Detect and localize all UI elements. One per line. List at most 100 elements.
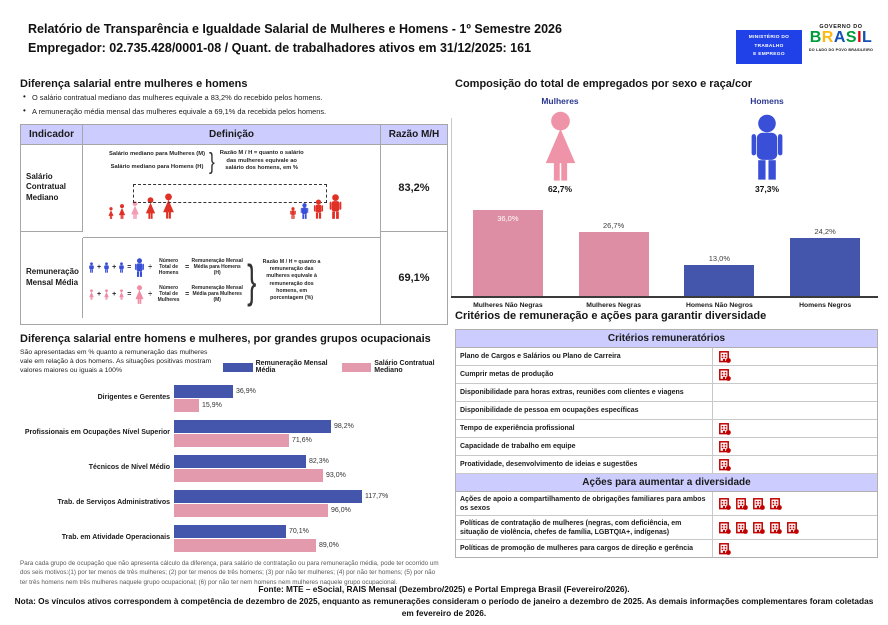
composition-bar	[684, 265, 755, 296]
criteria-check-icons	[713, 402, 725, 419]
criteria-check-icons	[713, 438, 737, 455]
establishment-icon	[770, 521, 782, 534]
diagram-text: Salário mediano para Mulheres (M)	[109, 150, 205, 157]
establishment-icon	[719, 542, 731, 555]
criteria-section-header: Ações para aumentar a diversidade	[456, 474, 877, 492]
occupational-gap-section: Diferença salarial entre homens e mulher…	[20, 333, 448, 588]
diagram-text: Salário mediano para Homens (H)	[110, 164, 204, 171]
bar-value-label: 96,0%	[331, 507, 351, 515]
legend-swatch-rmm	[223, 362, 253, 372]
criteria-check-icons	[713, 366, 737, 383]
brace-glyph: }	[247, 254, 257, 307]
criteria-label: Cumprir metas de produção	[456, 366, 713, 383]
median-salary-bar	[174, 539, 316, 553]
criteria-section-header: Critérios remuneratórios	[456, 330, 877, 348]
divide-sign: ÷	[148, 263, 153, 271]
men-label: Homens	[750, 96, 784, 106]
report-title: Relatório de Transparência e Igualdade S…	[28, 22, 562, 36]
composition-category-label: Mulheres Negras	[586, 302, 642, 309]
male-figure-icon	[89, 261, 94, 273]
establishment-icon	[753, 497, 765, 510]
brasil-wordmark: BRASIL	[804, 29, 878, 47]
brasil-letter: R	[821, 29, 834, 46]
male-figure-icon	[300, 203, 309, 220]
footer-source: Fonte: MTE – eSocial, RAIS Mensal (Dezem…	[258, 584, 630, 594]
composition-title: Composição do total de empregados por se…	[455, 78, 753, 90]
criteria-row: Disponibilidade para horas extras, reuni…	[456, 384, 877, 402]
occupational-gap-chart: Dirigentes e Gerentes 36,9% 15,9% Profissio…	[20, 384, 448, 553]
median-salary-bar	[174, 469, 323, 483]
gov-logo-top-text: GOVERNO DO	[819, 24, 863, 30]
establishment-icon	[719, 368, 731, 381]
male-figure-icon	[104, 261, 110, 273]
occupational-chart-footnote: Para cada grupo de ocupação que não apre…	[20, 560, 439, 586]
occupation-group: Profissionais em Ocupações Nível Superio…	[20, 419, 448, 448]
composition-bar-value: 26,7%	[602, 221, 625, 230]
mte-logo-line: E EMPREGO	[753, 52, 785, 58]
criteria-row: Capacidade de trabalho em equipe	[456, 438, 877, 456]
composition-bar: 36,0%	[472, 210, 543, 296]
occupation-group: Trab. de Serviços Administrativos 117,7% 9…	[20, 489, 448, 518]
bar-value-label: 98,2%	[334, 423, 354, 431]
female-figure-icon	[135, 284, 144, 304]
mean-remuneration-bar	[174, 490, 362, 504]
male-figure-icon	[751, 114, 783, 180]
composition-bar-slot: 26,7%	[561, 221, 667, 296]
establishment-icon	[719, 350, 731, 363]
male-figure-icon	[119, 261, 125, 273]
composition-bar-value: 36,0%	[497, 214, 519, 223]
composition-bar-value: 13,0%	[708, 254, 731, 263]
criteria-row: Políticas de contratação de mulheres (ne…	[456, 516, 877, 541]
criteria-label: Políticas de promoção de mulheres para c…	[456, 540, 713, 558]
plus-sign: +	[97, 263, 102, 271]
footer-note: Nota: Os vínculos ativos correspondem à …	[14, 596, 874, 619]
indicator-name: Remuneração Mensal Média	[21, 237, 83, 318]
criteria-label: Tempo de experiência profissional	[456, 420, 713, 437]
report-footer: Fonte: MTE – eSocial, RAIS Mensal (Dezem…	[0, 583, 888, 619]
composition-bar-slot: 13,0%	[667, 254, 773, 296]
composition-bar	[790, 238, 861, 296]
occupational-gap-subtitle: São apresentadas em % quanto a remuneraç…	[20, 348, 212, 374]
occupation-group: Dirigentes e Gerentes 36,9% 15,9%	[20, 384, 448, 413]
occupation-label: Dirigentes e Gerentes	[97, 394, 170, 402]
establishment-icon	[736, 521, 748, 534]
criteria-check-icons	[713, 540, 737, 557]
composition-category-label: Homens Não Negros	[685, 302, 753, 309]
equals-sign: =	[185, 263, 190, 271]
divide-sign: ÷	[148, 290, 153, 298]
composition-category-label: Mulheres Não Negras	[473, 302, 543, 309]
median-salary-bar	[174, 399, 199, 413]
mean-remuneration-ratio: 69,1%	[398, 271, 430, 284]
report-subtitle: Empregador: 02.735.428/0001-08 / Quant. …	[28, 41, 532, 55]
female-figure-icon	[545, 111, 576, 181]
brasil-letter: B	[809, 29, 822, 46]
establishment-icon	[736, 497, 748, 510]
plus-sign: +	[112, 290, 117, 298]
gov-brasil-logo: GOVERNO DO BRASIL DO LADO DO POVO BRASIL…	[804, 24, 878, 52]
occupation-label: Trab. em Atividade Operacionais	[61, 534, 170, 542]
diagram-note: Razão M / H = quanto o salário das mulhe…	[219, 150, 304, 172]
establishment-icon	[753, 521, 765, 534]
criteria-check-icons	[713, 456, 737, 473]
left-column: Diferença salarial entre mulheres e home…	[20, 78, 448, 587]
median-salary-bar	[174, 434, 289, 448]
criteria-row: Políticas de promoção de mulheres para c…	[456, 540, 877, 558]
diagram-text: Número Total de Mulheres	[157, 284, 180, 304]
equals-sign: =	[185, 290, 190, 298]
plus-sign: +	[97, 290, 102, 298]
establishment-icon	[787, 521, 799, 534]
criteria-row: Ações de apoio a compartilhamento de obr…	[456, 492, 877, 517]
occupation-group: Trab. em Atividade Operacionais 70,1% 89,0…	[20, 524, 448, 553]
establishment-icon	[719, 521, 731, 534]
composition-bar	[578, 232, 649, 296]
criteria-check-icons	[713, 348, 737, 365]
criteria-label: Políticas de contratação de mulheres (ne…	[456, 516, 713, 540]
indicator-table-header: Razão M/H	[381, 124, 447, 145]
equals-sign: =	[127, 290, 132, 298]
equals-sign: =	[127, 263, 132, 271]
criteria-label: Disponibilidade de pessoa em ocupações e…	[456, 402, 713, 419]
criteria-row: Cumprir metas de produção	[456, 366, 877, 384]
criteria-check-icons	[713, 516, 805, 539]
indicator-table: Indicador Definição Razão M/H Salário Co…	[20, 123, 448, 325]
